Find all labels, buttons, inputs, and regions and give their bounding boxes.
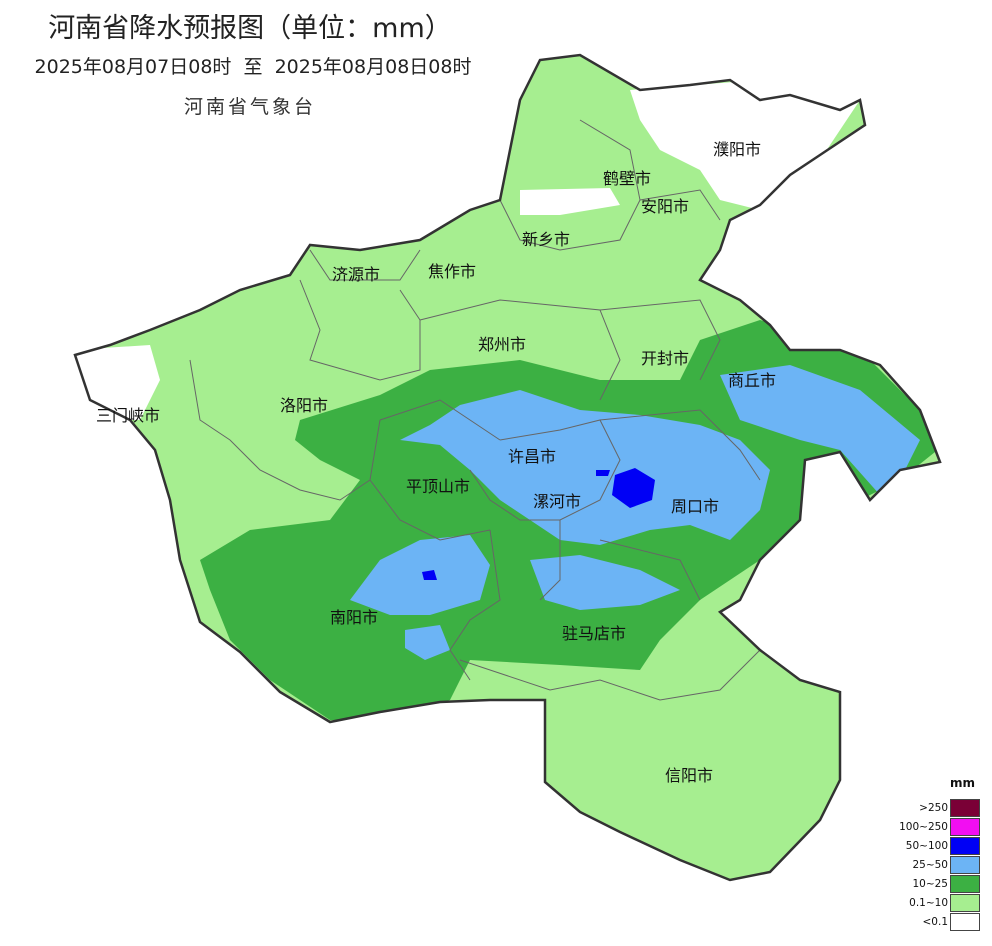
city-label-xuchang: 许昌市 [508,447,557,466]
map-title: 河南省降水预报图（单位：mm） [48,13,452,44]
city-boundaries [189,119,761,701]
city-label-luohe: 漯河市 [533,492,582,511]
rain-50-100-area [422,468,655,580]
legend-swatch [950,856,980,874]
legend-label: 10~25 [912,878,948,890]
legend-swatch [950,875,980,893]
legend-label: >250 [919,802,948,814]
legend-unit: mm [950,776,976,790]
legend-item: 100~250 [884,818,984,837]
city-label-puyang: 濮阳市 [713,140,762,159]
city-label-jiaozuo: 焦作市 [428,262,477,281]
legend-swatch [950,837,980,855]
city-label-zhengzhou: 郑州市 [478,335,527,354]
legend-item: 10~25 [884,875,984,894]
legend-swatch [950,818,980,836]
legend-item: 25~50 [884,856,984,875]
legend-label: 0.1~10 [909,897,948,909]
city-label-xinyang: 信阳市 [665,766,714,785]
legend-swatch [950,799,980,817]
legend-label: 100~250 [899,821,948,833]
legend-label: 50~100 [905,840,948,852]
issuing-agency: 河南省气象台 [183,96,316,118]
rain-25-50-area [350,365,920,660]
city-label-hebi: 鹤壁市 [603,169,652,188]
city-label-sanmenxia: 三门峡市 [96,406,161,425]
city-label-shangqiu: 商丘市 [728,371,777,390]
city-label-jiyuan: 济源市 [332,265,381,284]
city-label-zhoukou: 周口市 [671,497,720,516]
city-label-anyang: 安阳市 [641,197,690,216]
city-label-nanyang: 南阳市 [330,608,379,627]
city-label-luoyang: 洛阳市 [280,396,329,415]
city-label-xinxiang: 新乡市 [522,230,571,249]
legend-swatch [950,894,980,912]
legend-item: >250 [884,799,984,818]
city-label-pingdingshan: 平顶山市 [406,477,471,496]
forecast-period: 2025年08月07日08时 至 2025年08月08日08时 [34,56,472,78]
city-label-kaifeng: 开封市 [641,349,690,368]
legend-item: 50~100 [884,837,984,856]
no-rain-area-north [520,80,860,215]
city-label-zhumadian: 驻马店市 [562,624,627,643]
legend-item: 0.1~10 [884,894,984,913]
legend-label: <0.1 [922,916,949,928]
legend-swatch [950,913,980,931]
legend-item: <0.1 [884,913,984,932]
legend-label: 25~50 [912,859,948,871]
